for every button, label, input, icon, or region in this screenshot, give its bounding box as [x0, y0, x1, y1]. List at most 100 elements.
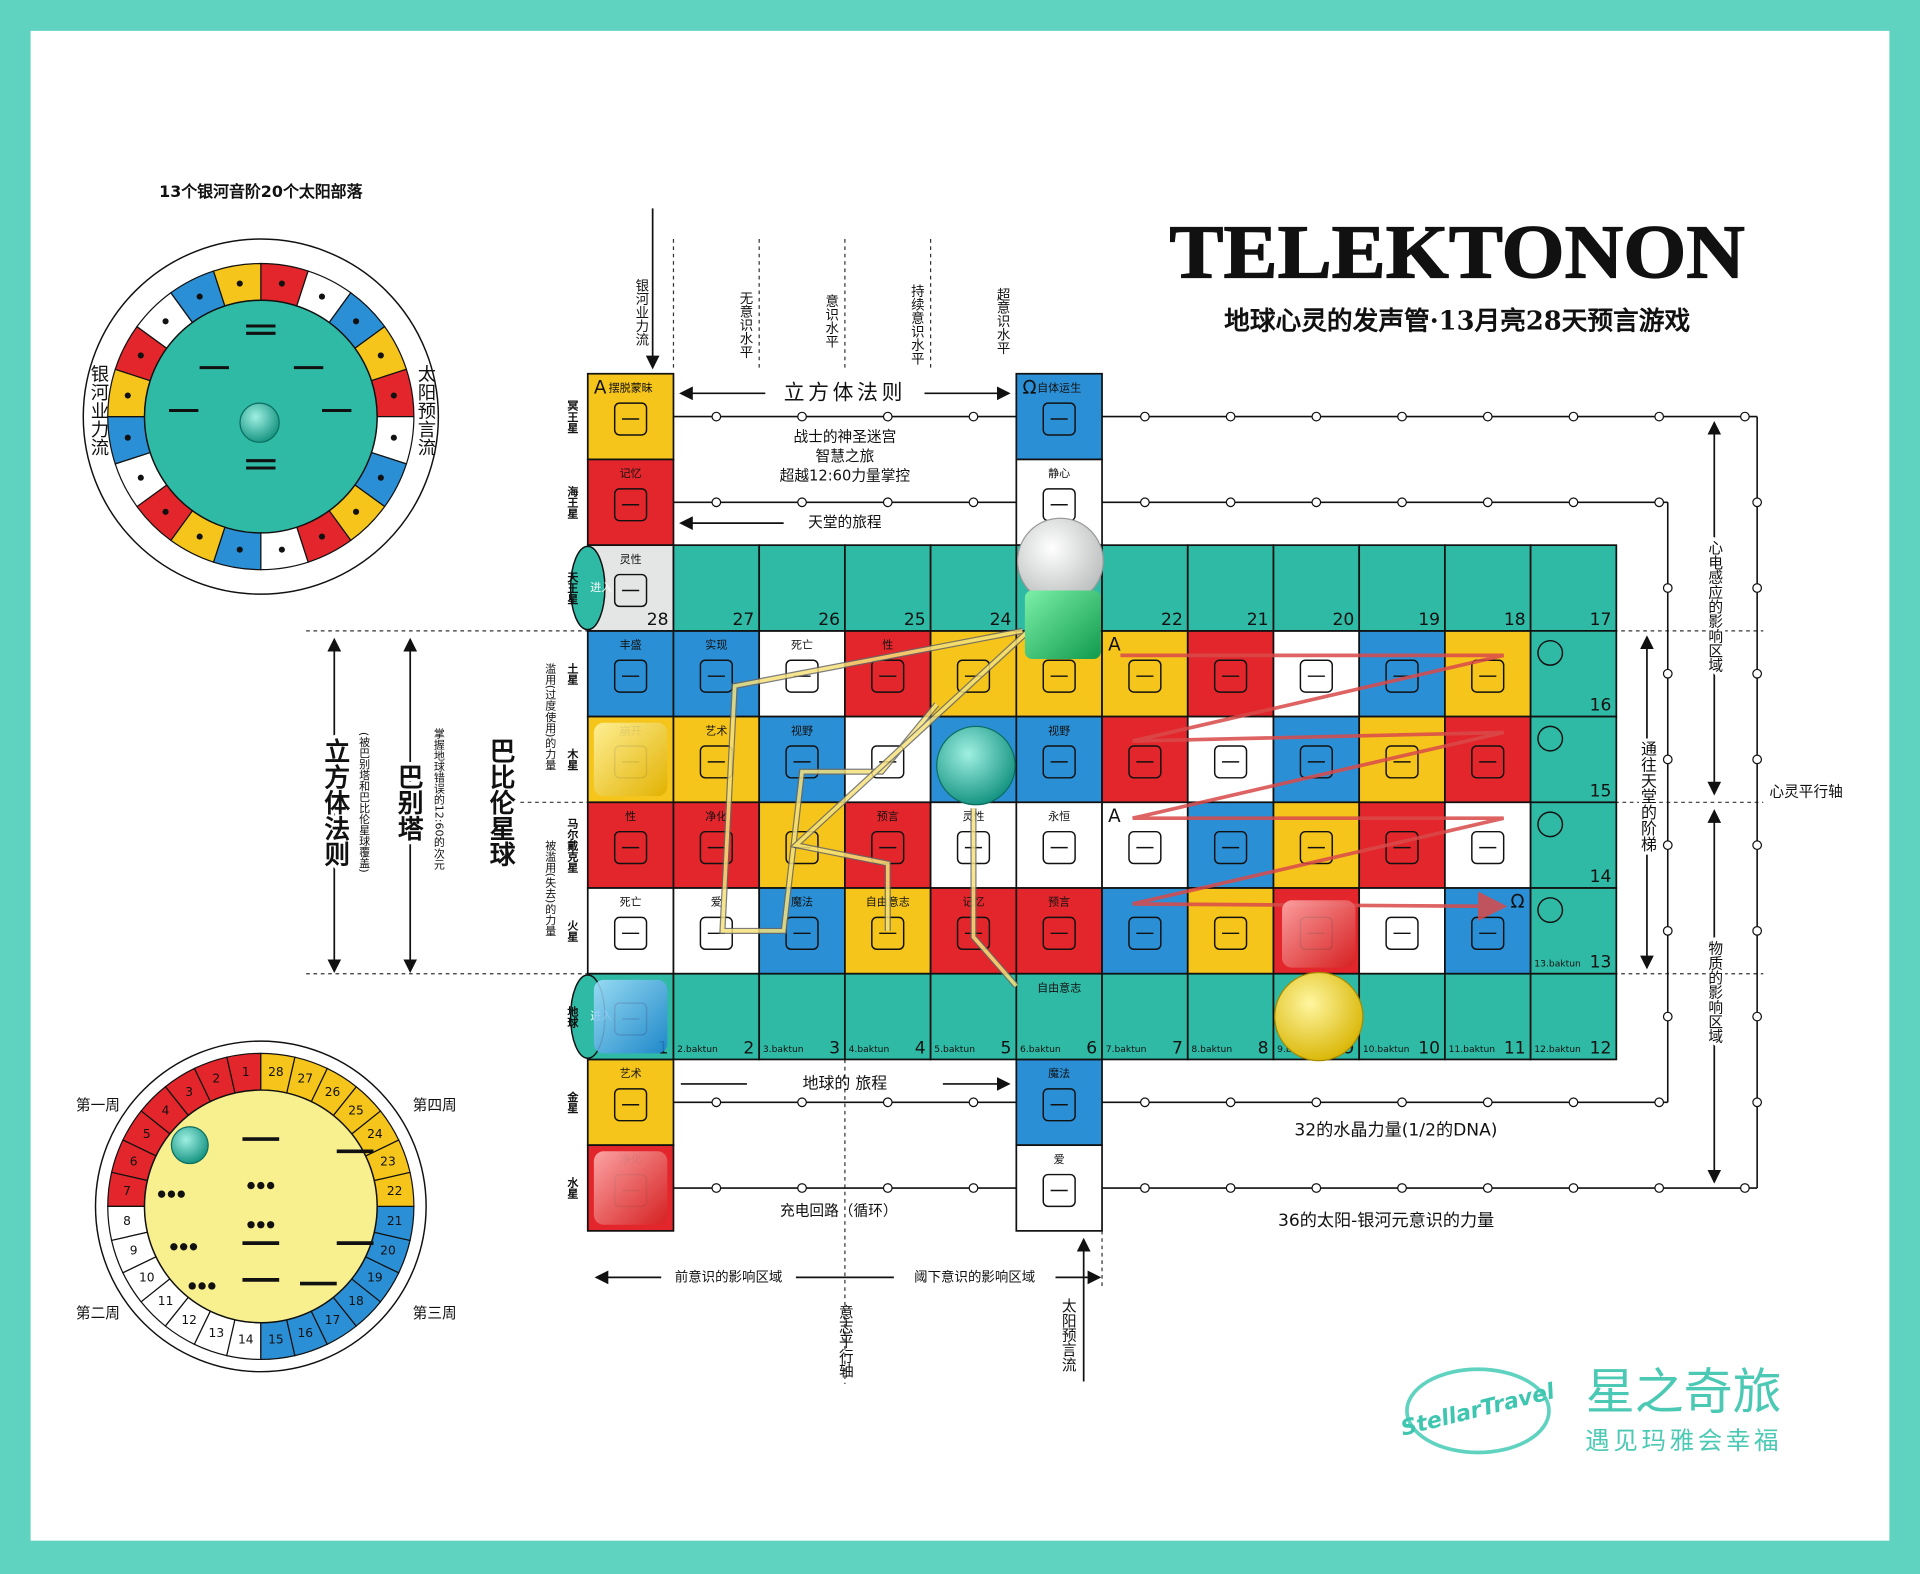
wire-node — [1752, 583, 1763, 593]
wheel-glyph — [377, 352, 384, 359]
axis-label: 意志平行轴 — [837, 1303, 854, 1378]
day-number: 23 — [380, 1154, 396, 1168]
wire-node — [1568, 1183, 1579, 1193]
day-number: 28 — [268, 1065, 284, 1079]
wire-node — [1752, 754, 1763, 765]
day-number: 19 — [367, 1271, 383, 1285]
wire-node — [1311, 1097, 1322, 1108]
glyph — [613, 488, 648, 522]
wire-node — [1140, 1097, 1150, 1108]
wheel-glyph — [196, 533, 203, 540]
cell-number: 7 — [1172, 1038, 1183, 1058]
piece — [593, 979, 668, 1054]
glyph — [871, 745, 905, 779]
day-number: 21 — [387, 1214, 403, 1228]
cell-number: 17 — [1590, 610, 1612, 630]
cell-number: 6 — [1086, 1038, 1097, 1058]
cell-label: 性 — [882, 638, 893, 652]
cell — [672, 715, 761, 804]
wire-node — [1225, 1183, 1236, 1193]
cell-label: 预言 — [877, 810, 899, 823]
planet-label: 金星 — [566, 1090, 580, 1113]
side-label: 掌握地球错误的12:60的次元 — [432, 726, 445, 869]
wire-node — [1662, 668, 1673, 679]
piece — [1282, 900, 1356, 968]
cell — [1529, 544, 1618, 632]
cell — [586, 1058, 675, 1147]
cell — [1015, 972, 1103, 1061]
move-path — [971, 808, 1018, 988]
piece — [593, 1151, 668, 1225]
cell-number: 25 — [904, 610, 926, 630]
wire-node — [1662, 1011, 1673, 1022]
wire-node — [1662, 925, 1673, 936]
glyph — [1299, 659, 1333, 693]
section-label: 智慧之旅 — [816, 447, 875, 465]
cell-label: 自由意志 — [1037, 980, 1081, 994]
zone-label: 心电感应的影响区域 — [1706, 540, 1723, 673]
tone-dot — [177, 1190, 185, 1198]
wire-node — [1654, 1183, 1665, 1193]
planet-label: 海王星 — [566, 484, 579, 518]
wire-node — [1482, 1183, 1493, 1193]
day-number: 10 — [139, 1271, 155, 1285]
wire-node — [1482, 411, 1493, 422]
glyph — [1042, 402, 1076, 436]
planet-label: 地球 — [566, 1004, 579, 1028]
level-label: 意识水平 — [822, 293, 839, 348]
logo-globe — [1405, 1367, 1551, 1455]
day-number: 7 — [123, 1184, 131, 1198]
wire-node — [1311, 411, 1322, 422]
wire-node — [1662, 840, 1673, 851]
glyph — [1471, 745, 1505, 779]
cell — [758, 972, 846, 1061]
side-label: 巴比伦星球 — [485, 738, 515, 867]
glyph — [1385, 745, 1419, 779]
piece — [170, 1126, 209, 1165]
cell-label: 死亡 — [791, 638, 813, 652]
wire-node — [968, 411, 979, 422]
tone-dot — [167, 1190, 176, 1198]
glyph — [613, 916, 648, 950]
cell-symbol: Ω — [1022, 377, 1036, 398]
wheel-core — [143, 1089, 378, 1324]
arrows — [327, 208, 1722, 1382]
cell-number: 22 — [1161, 610, 1183, 630]
planet-label: 土星 — [566, 661, 579, 684]
side-label: (被巴别塔和巴比伦星球覆盖) — [358, 732, 371, 873]
wheel-glyph — [236, 280, 243, 287]
day-number: 12 — [181, 1313, 197, 1327]
glyph — [1042, 830, 1076, 865]
cell-number: 2 — [743, 1038, 754, 1058]
baktun-label: 13.baktun — [1534, 958, 1581, 969]
cell — [1529, 887, 1618, 975]
side-label: 被滥用(失去)的力量 — [544, 839, 557, 936]
wire-node — [711, 1183, 722, 1193]
cell-label: 爱 — [1054, 1153, 1065, 1166]
baktun-label: 11.baktun — [1449, 1044, 1496, 1055]
wire-node — [882, 1183, 893, 1193]
baktun-label: 2.baktun — [677, 1044, 718, 1055]
baktun-label: 5.baktun — [934, 1044, 975, 1055]
glyph — [613, 1088, 648, 1122]
cell — [1529, 630, 1618, 718]
cell — [1444, 972, 1532, 1061]
wire-node — [1140, 1183, 1150, 1193]
section-label: 36的太阳-银河元意识的力量 — [1278, 1211, 1494, 1231]
glyph — [1537, 897, 1564, 924]
move-path — [792, 629, 1030, 931]
cell-label: 记忆 — [620, 467, 642, 480]
baktun-label: 8.baktun — [1191, 1044, 1232, 1055]
wire-node — [797, 411, 807, 422]
week-label: 第一周 — [76, 1096, 120, 1114]
wire-node — [1568, 411, 1579, 422]
cell — [1186, 972, 1275, 1061]
zone-label: 阈下意识的影响区域 — [914, 1268, 1035, 1285]
cell-label: 死亡 — [620, 895, 642, 909]
wheel-glyph — [124, 392, 131, 399]
cell — [1444, 801, 1532, 889]
cell — [1358, 887, 1446, 975]
side-label: 滥用(过度使用)的力量 — [544, 662, 557, 770]
subtitle: 地球心灵的发声管·13月亮28天预言游戏 — [1224, 305, 1690, 336]
